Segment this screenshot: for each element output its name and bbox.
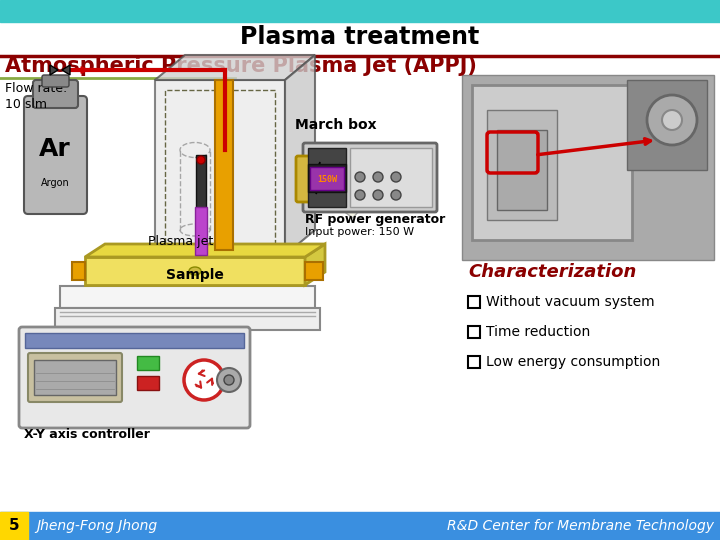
Text: Jheng-Fong Jhong: Jheng-Fong Jhong [36,519,157,533]
Bar [72,262,85,280]
Bar [155,80,285,255]
Text: March box: March box [295,118,377,132]
Text: Without vacuum system: Without vacuum system [486,295,654,309]
Ellipse shape [189,267,201,275]
FancyBboxPatch shape [24,96,87,214]
Text: Low energy consumption: Low energy consumption [486,355,660,369]
Bar [25,333,244,348]
Ellipse shape [662,110,682,130]
Polygon shape [305,244,325,285]
Bar [497,130,547,210]
Bar [487,110,557,220]
Text: Flow rate:
10 slm: Flow rate: 10 slm [5,82,67,111]
Polygon shape [50,65,58,75]
Text: X-Y axis controller: X-Y axis controller [24,429,150,442]
Bar [305,262,323,280]
Circle shape [355,172,365,182]
Circle shape [355,190,365,200]
Bar [308,164,346,192]
Bar [0,512,720,540]
Polygon shape [285,55,315,255]
Text: Plasma treatment: Plasma treatment [240,25,480,49]
Text: 5: 5 [9,518,19,534]
Bar [308,148,346,207]
Bar [468,326,480,338]
Bar [0,0,720,22]
Text: RF power generator: RF power generator [305,213,445,226]
Bar [310,167,344,190]
Circle shape [197,156,205,164]
Text: Time reduction: Time reduction [486,325,590,339]
Text: Sample: Sample [166,268,224,282]
Text: Characterization: Characterization [468,263,636,281]
Text: 150W: 150W [317,174,337,184]
Polygon shape [85,244,325,257]
FancyBboxPatch shape [33,80,78,108]
Polygon shape [155,55,315,80]
Bar [215,80,233,250]
FancyBboxPatch shape [28,353,122,402]
FancyBboxPatch shape [19,327,250,428]
Bar [60,286,315,308]
Text: Argon: Argon [40,178,69,187]
Bar [472,85,632,240]
Ellipse shape [647,95,697,145]
Bar [195,207,207,255]
Circle shape [217,368,241,392]
Bar [462,75,714,260]
Bar [627,80,707,170]
Bar [34,360,116,395]
Circle shape [373,190,383,200]
Bar [350,148,432,207]
Text: R&D Center for Membrane Technology: R&D Center for Membrane Technology [447,519,714,533]
Bar [55,308,320,330]
Polygon shape [328,195,358,218]
Bar [137,376,159,390]
Bar [196,155,206,210]
FancyBboxPatch shape [303,143,437,212]
Bar [0,512,28,540]
Circle shape [391,172,401,182]
Bar [165,90,275,245]
Bar [137,356,159,370]
Bar [85,257,305,285]
Polygon shape [62,65,70,75]
Text: Input power: 150 W: Input power: 150 W [305,227,414,237]
Text: Ar: Ar [39,138,71,161]
FancyBboxPatch shape [42,75,69,87]
Circle shape [184,360,224,400]
Bar [468,356,480,368]
FancyBboxPatch shape [296,156,342,202]
Circle shape [224,375,234,385]
Bar [468,296,480,308]
Polygon shape [312,162,326,194]
Circle shape [373,172,383,182]
Circle shape [391,190,401,200]
Text: Plasma jet: Plasma jet [148,235,213,248]
Text: Atmospheric Pressure Plasma Jet (APPJ): Atmospheric Pressure Plasma Jet (APPJ) [5,56,477,76]
